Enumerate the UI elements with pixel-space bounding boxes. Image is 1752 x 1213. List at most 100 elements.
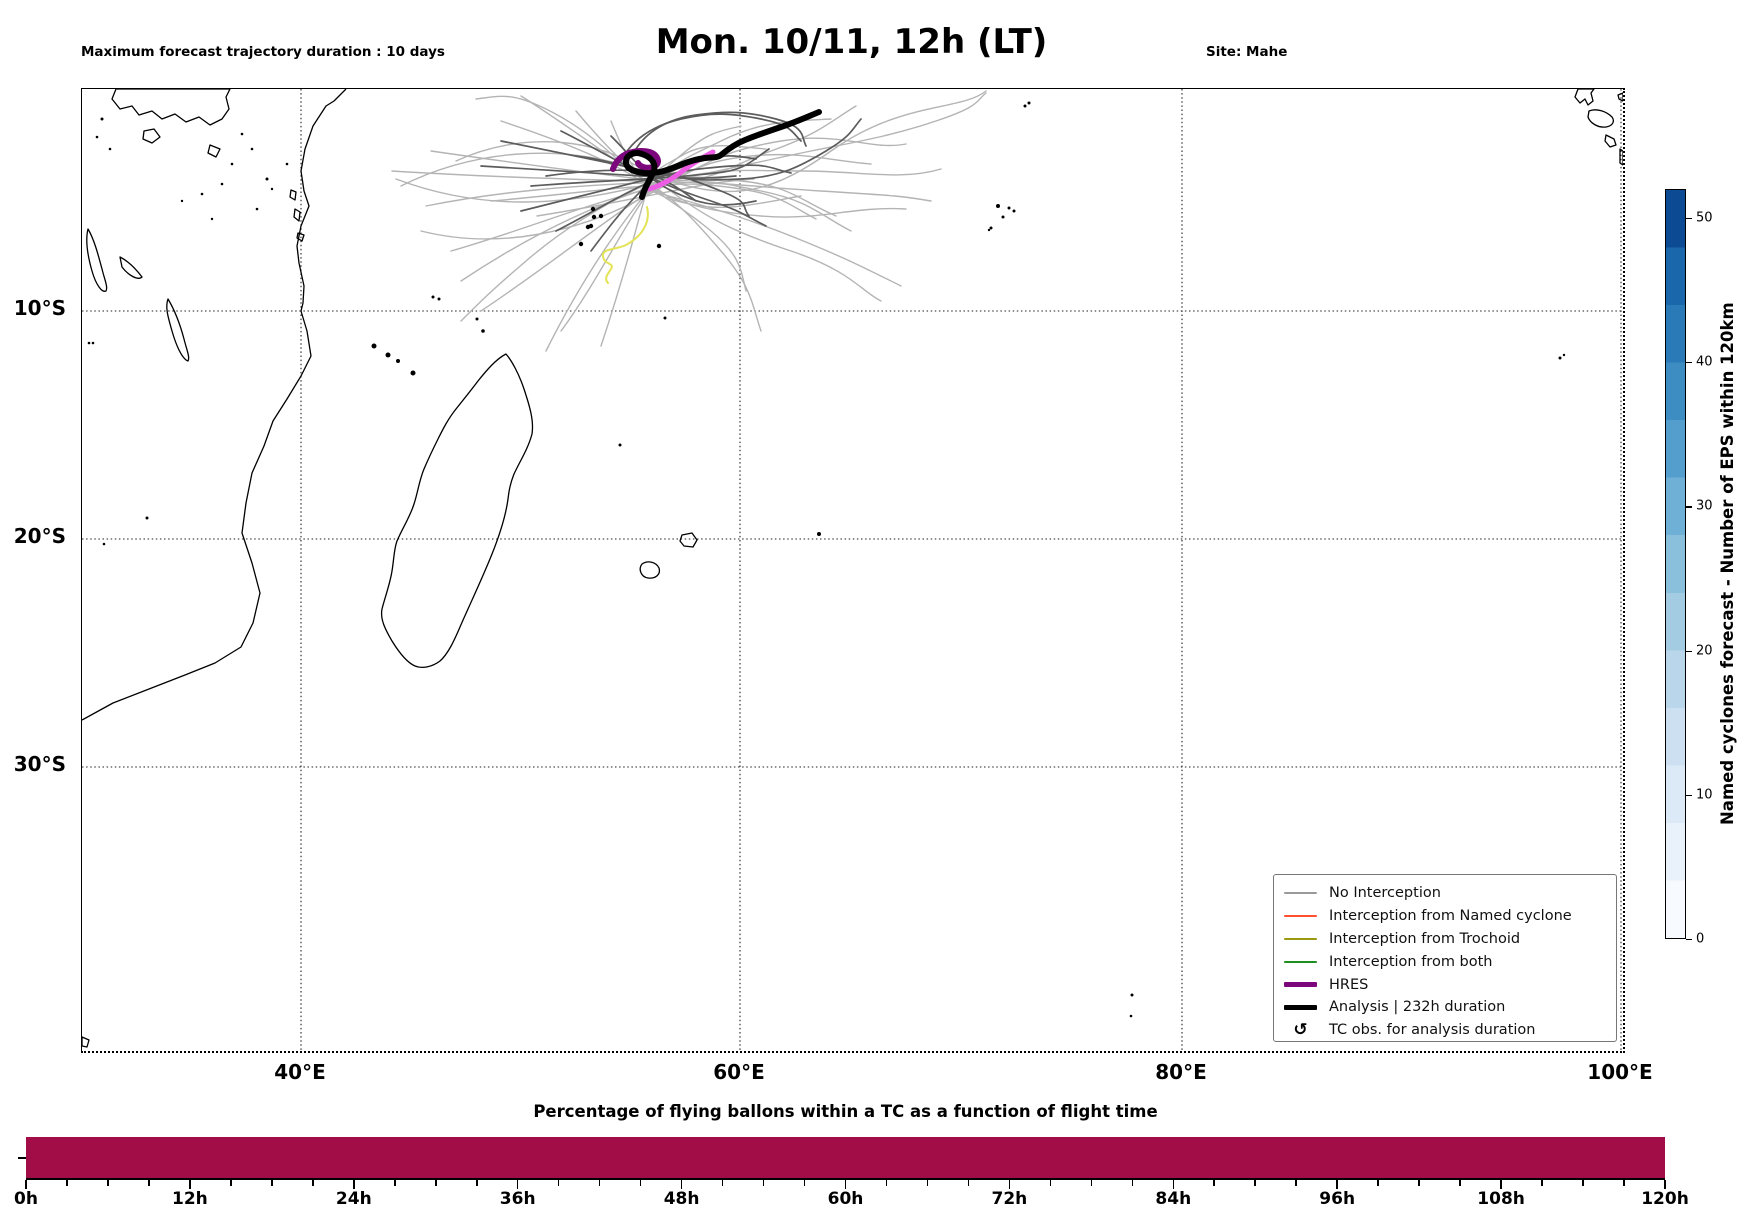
island-dot [95,135,99,139]
map-legend: No Interception Interception from Named c… [1273,874,1617,1042]
tc-obs-marker [598,213,604,219]
island-dot [663,316,667,320]
rotation-arrow-icon: ↺ [1293,1019,1308,1040]
island-dot [87,341,91,345]
legend-line [1284,892,1317,895]
island-dot [100,117,104,121]
bottom-x-tick-label: 84h [1155,1189,1192,1209]
figure-title: Mon. 10/11, 12h (LT) [655,22,1048,62]
colorbar-tick-label: 20 [1696,643,1713,658]
island-dot [180,199,184,203]
island-dot [250,147,254,151]
eps-trajectory-light [450,180,852,252]
legend-item-label: Interception from both [1329,953,1493,970]
bottom-x-tick-label: 24h [335,1189,372,1209]
map-x-tick-label: 80°E [1155,1060,1207,1084]
island-dot [475,317,479,321]
bottom-x-major-tick [1336,1180,1338,1189]
trochoid-track [601,206,649,284]
island-dot [1001,215,1005,219]
legend-line [1284,960,1317,963]
legend-line-swatch [1284,982,1317,988]
meta-left-line: Maximum forecast trajectory duration : 1… [81,44,445,60]
island-dot [1558,356,1562,360]
bottom-x-major-tick [1172,1180,1175,1189]
island-dot [240,132,244,136]
bottom-x-minor-tick [1377,1180,1379,1186]
bottom-x-minor-tick [1459,1180,1461,1186]
eps-trajectory-light [490,183,817,220]
tc-obs-marker [578,241,584,247]
coastline-path [293,208,301,222]
colorbar-tick [1686,217,1692,220]
island-dot [437,297,441,301]
bottom-x-minor-tick [1049,1180,1052,1186]
colorbar-tick-label: 50 [1696,210,1713,226]
legend-item-label: Analysis | 232h duration [1329,999,1506,1016]
colorbar-tick [1686,506,1692,508]
bottom-x-minor-tick [1541,1180,1543,1186]
island-dot [270,187,274,191]
bottom-x-tick-label: 48h [663,1189,700,1209]
bottom-x-minor-tick [1418,1180,1420,1186]
eps-trajectory-light [460,186,642,322]
legend-line-swatch [1284,915,1317,918]
colorbar-tick-label: 40 [1696,354,1713,370]
bottom-x-tick-label: 108h [1477,1189,1525,1209]
island-dot [817,532,821,536]
coastline-path [166,298,190,362]
coastline-path [639,561,661,579]
legend-item: HRES [1284,973,1604,996]
coastline-path [679,532,698,548]
legend-item-label: Interception from Trochoid [1329,930,1521,947]
legend-item-label: HRES [1329,976,1369,993]
eps-trajectory-dark [555,155,757,232]
legend-line-swatch [1284,960,1317,963]
eps-trajectory-light [520,95,762,332]
island-dot [618,443,622,447]
island-dot [1129,1014,1133,1018]
colorbar-tick-label: 30 [1696,498,1713,514]
bottom-x-minor-tick [66,1180,68,1186]
island-dot [431,295,435,299]
coastline-path [380,353,534,668]
island-dot [1130,993,1134,997]
island-dot [987,228,991,232]
bottom-x-minor-tick [271,1180,273,1186]
eps-trajectory-dark [635,111,807,150]
eps-trajectory-dark [545,169,750,217]
legend-line-swatch [1284,892,1317,895]
island-dot [410,370,416,376]
eps-trajectory-light [425,181,932,207]
legend-item: ↺ TC obs. for analysis duration [1284,1019,1604,1042]
legend-line-swatch [1284,1004,1317,1010]
bottom-x-tick-label: 12h [172,1189,208,1209]
bottom-x-major-tick [1664,1180,1666,1189]
eps-trajectory-light [575,110,747,292]
bottom-x-minor-tick [803,1180,806,1186]
bottom-x-minor-tick [475,1180,478,1186]
colorbar-tick-label: 10 [1696,787,1713,803]
coastline-path [82,1036,90,1048]
island-dot [385,352,391,358]
coastline-path [119,256,143,279]
bottom-x-major-tick [189,1180,191,1189]
eps-trajectory-light [536,178,755,217]
island-dot [371,343,377,349]
bottom-chart-x-axis: 0h 12h 24h 36h 48h 60h 72h 84h 96h 108h 120h [14,1180,1689,1212]
coastline-path [1604,134,1617,148]
legend-item-label: TC obs. for analysis duration [1329,1022,1536,1039]
island-dot [108,147,112,151]
bottom-x-major-tick [516,1180,519,1189]
island-dot [255,207,259,211]
map-plot-area [82,89,1623,1051]
bottom-x-major-tick [1500,1180,1502,1189]
bottom-x-minor-tick [1131,1180,1134,1186]
legend-item-label: Interception from Named cyclone [1329,908,1572,925]
bottom-x-tick-label: 60h [827,1189,864,1209]
island-dot [1027,101,1031,105]
eps-trajectory-light [391,170,640,182]
colorbar-tick-label: 0 [1696,931,1705,947]
island-dot [200,192,204,196]
legend-item: No Interception [1284,882,1604,905]
